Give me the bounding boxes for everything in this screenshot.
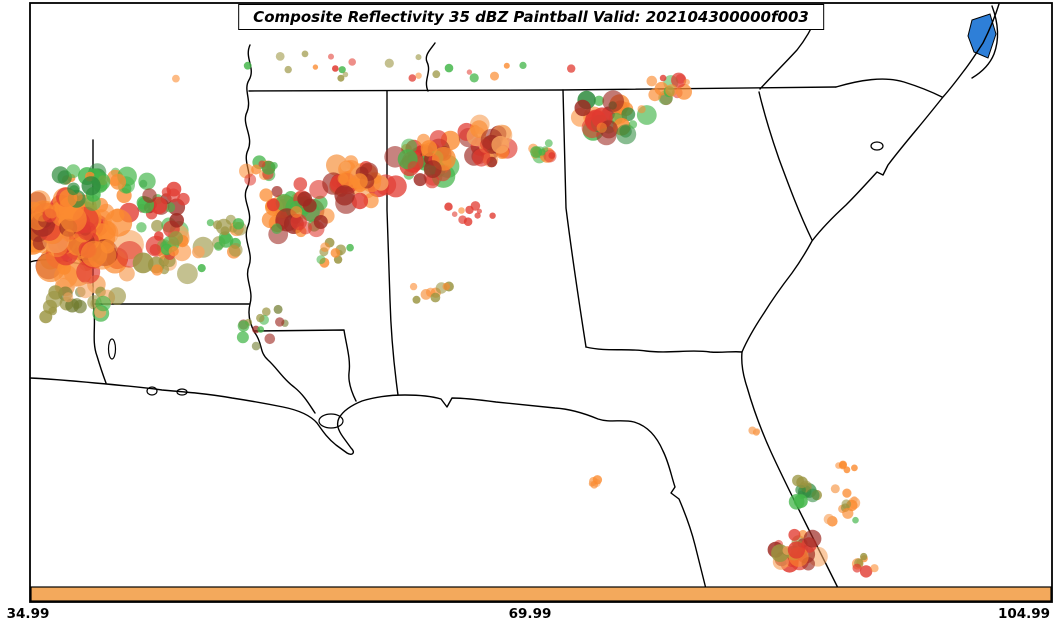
tennessee-river bbox=[425, 42, 436, 92]
ga-sc-border bbox=[758, 91, 813, 241]
al-ga-border bbox=[562, 89, 587, 348]
x-tick-label-center: 69.99 bbox=[508, 606, 552, 622]
outer-banks-coastline bbox=[971, 5, 999, 79]
tx-la-sabine-border bbox=[92, 303, 107, 384]
ms-al-border bbox=[386, 90, 399, 396]
pamlico-sound-water bbox=[967, 13, 997, 59]
axes-frame bbox=[29, 2, 1053, 603]
la-ms-border bbox=[254, 329, 357, 402]
atlantic-coastline bbox=[741, 3, 1000, 602]
tennessee-south-border bbox=[248, 86, 837, 92]
mississippi-river-louisiana bbox=[254, 332, 316, 414]
colorbar-rect bbox=[30, 586, 1052, 602]
mississippi-river-border bbox=[244, 44, 256, 334]
ga-fl-border bbox=[585, 346, 743, 353]
lake-marion bbox=[870, 141, 884, 151]
toledo-bend-reservoir bbox=[107, 338, 117, 360]
map-title: Composite Reflectivity 35 dBZ Paintball … bbox=[238, 4, 824, 30]
x-tick-label-left: 34.99 bbox=[6, 606, 50, 622]
gulf-coastline bbox=[30, 377, 710, 602]
lake-pontchartrain bbox=[318, 413, 344, 429]
nc-sc-border bbox=[835, 78, 943, 98]
paintball-layer bbox=[30, 50, 879, 578]
x-tick-label-right: 104.99 bbox=[997, 606, 1051, 622]
